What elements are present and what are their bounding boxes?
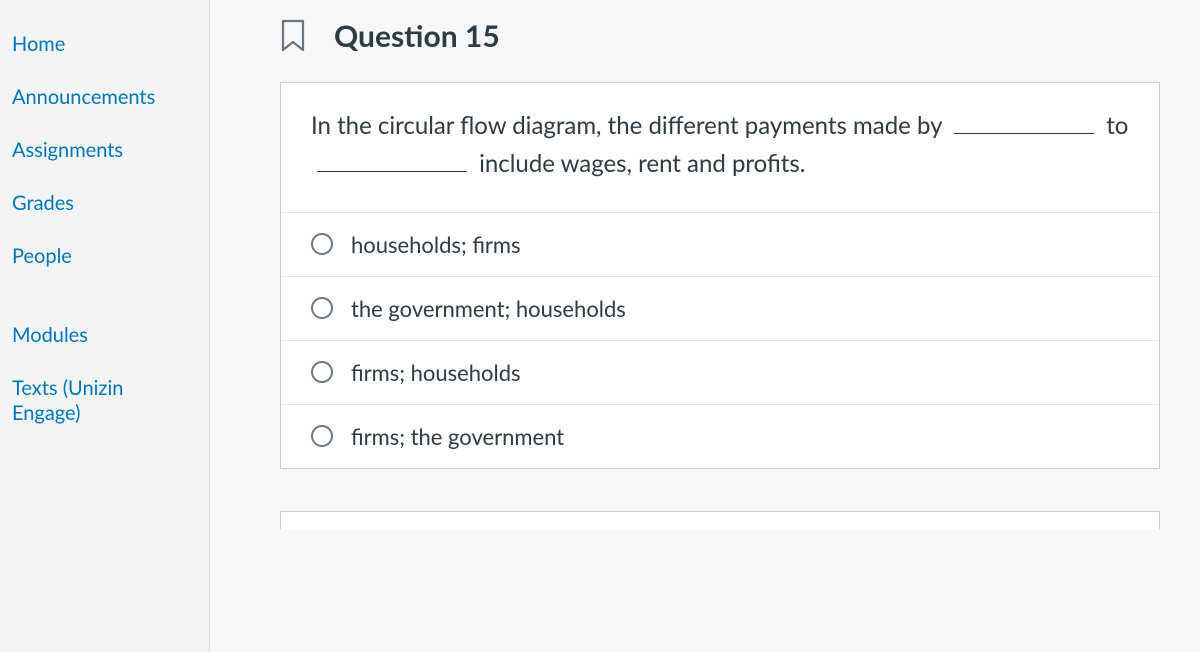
sidebar-item-people[interactable]: People <box>0 230 209 283</box>
prompt-lead: In the circular flow diagram, the differ… <box>311 111 942 140</box>
answer-text: the government; households <box>351 295 626 322</box>
sidebar-item-texts[interactable]: Texts (Unizin Engage) <box>0 362 209 440</box>
answer-text: firms; households <box>351 359 521 386</box>
blank-2 <box>317 146 467 172</box>
bookmark-icon[interactable] <box>280 19 306 53</box>
sidebar-item-modules[interactable]: Modules <box>0 309 209 362</box>
radio-icon[interactable] <box>311 297 333 319</box>
sidebar-item-home[interactable]: Home <box>0 18 209 71</box>
sidebar-item-grades[interactable]: Grades <box>0 177 209 230</box>
course-sidebar: Home Announcements Assignments Grades Pe… <box>0 0 210 652</box>
radio-icon[interactable] <box>311 233 333 255</box>
answer-option[interactable]: households; firms <box>281 212 1159 276</box>
answer-option[interactable]: firms; the government <box>281 404 1159 468</box>
sidebar-item-assignments[interactable]: Assignments <box>0 124 209 177</box>
quiz-main: Question 15 In the circular flow diagram… <box>210 0 1200 652</box>
answer-text: households; firms <box>351 231 521 258</box>
prompt-tail: include wages, rent and profits. <box>479 149 805 178</box>
radio-icon[interactable] <box>311 361 333 383</box>
answer-list: households; firms the government; househ… <box>281 212 1159 468</box>
question-prompt: In the circular flow diagram, the differ… <box>281 83 1159 212</box>
next-question-peek <box>280 511 1160 529</box>
question-card: In the circular flow diagram, the differ… <box>280 82 1160 469</box>
answer-option[interactable]: firms; households <box>281 340 1159 404</box>
blank-1 <box>954 108 1094 134</box>
sidebar-spacer <box>0 283 209 309</box>
answer-text: firms; the government <box>351 423 564 450</box>
sidebar-item-announcements[interactable]: Announcements <box>0 71 209 124</box>
prompt-mid: to <box>1106 111 1128 140</box>
question-header: Question 15 <box>280 0 1160 82</box>
question-title: Question 15 <box>334 18 500 54</box>
radio-icon[interactable] <box>311 425 333 447</box>
answer-option[interactable]: the government; households <box>281 276 1159 340</box>
